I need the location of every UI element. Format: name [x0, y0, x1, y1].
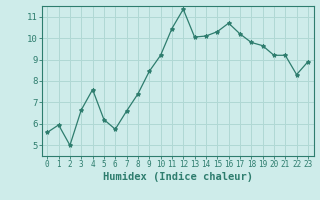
X-axis label: Humidex (Indice chaleur): Humidex (Indice chaleur) — [103, 172, 252, 182]
